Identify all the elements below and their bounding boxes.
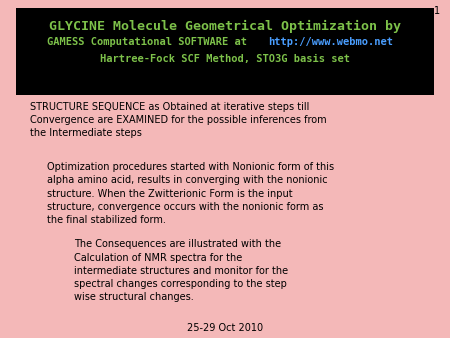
Text: 1: 1 bbox=[434, 6, 441, 17]
Text: Hartree-Fock SCF Method, STO3G basis set: Hartree-Fock SCF Method, STO3G basis set bbox=[100, 54, 350, 64]
Text: The Consequences are illustrated with the
Calculation of NMR spectra for the
int: The Consequences are illustrated with th… bbox=[74, 239, 288, 302]
Text: STRUCTURE SEQUENCE as Obtained at iterative steps till
Convergence are EXAMINED : STRUCTURE SEQUENCE as Obtained at iterat… bbox=[30, 102, 326, 138]
Text: GAMESS Computational SOFTWARE at: GAMESS Computational SOFTWARE at bbox=[47, 37, 254, 47]
Text: Optimization procedures started with Nonionic form of this
alpha amino acid, res: Optimization procedures started with Non… bbox=[47, 162, 334, 225]
FancyBboxPatch shape bbox=[16, 8, 434, 95]
Text: 25-29 Oct 2010: 25-29 Oct 2010 bbox=[187, 323, 263, 333]
Text: GLYCINE Molecule Geometrical Optimization by: GLYCINE Molecule Geometrical Optimizatio… bbox=[49, 20, 401, 33]
Text: http://www.webmo.net: http://www.webmo.net bbox=[269, 37, 394, 47]
